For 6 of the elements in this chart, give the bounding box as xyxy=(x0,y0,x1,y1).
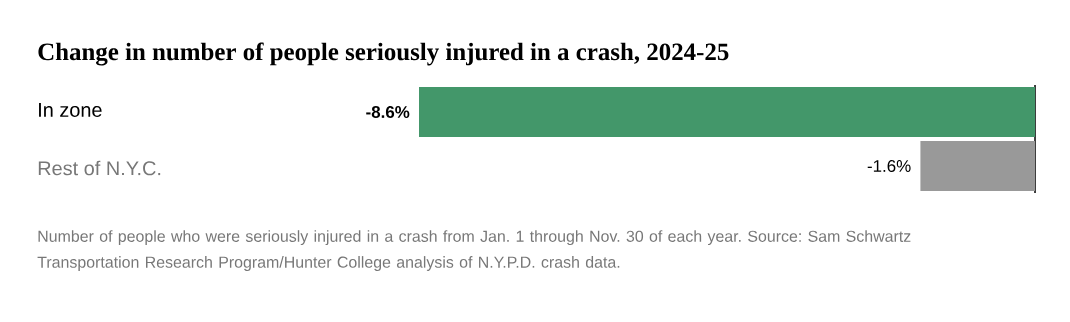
y-tick-label: Rest of N.Y.C. xyxy=(38,160,161,176)
text: Number of people who were seriously injured in a crash from Jan. 1 through Nov. 30 of each year. Source: Sam Schwartz Transportation Research Program/Hunter College analysis of N.Y.P.D. crash data. xyxy=(37,230,911,271)
y-tick-label: In zone xyxy=(39,103,102,117)
data-label: -1.6% xyxy=(867,160,911,172)
data-label: -8.6% xyxy=(366,106,410,118)
chart-title: Change in number of people seriously injured in a crash, 2024-25 xyxy=(38,42,729,66)
